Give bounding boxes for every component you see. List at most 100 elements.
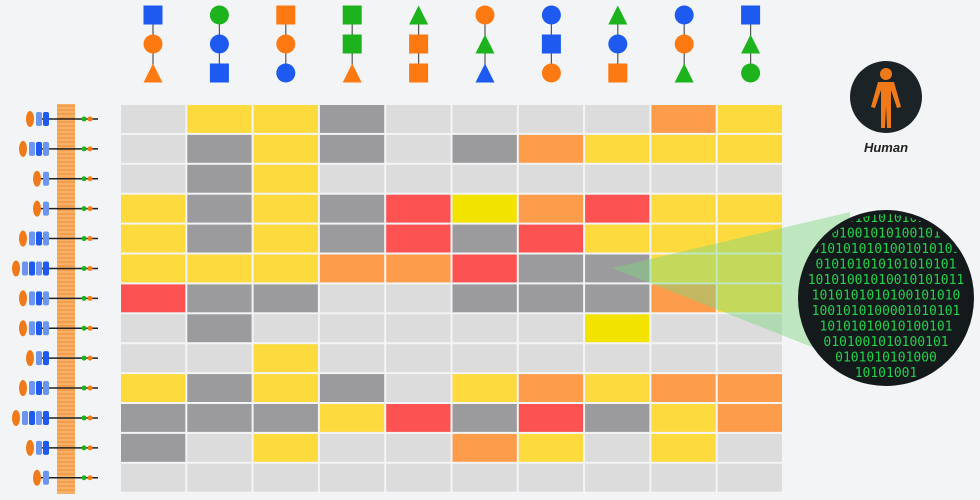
- heatmap-cell: [651, 224, 716, 253]
- anchor: [19, 320, 27, 337]
- heatmap-cell: [121, 194, 186, 223]
- heatmap-cell: [585, 314, 650, 343]
- heatmap-cell: [187, 105, 252, 133]
- glycan-circle: [209, 34, 229, 54]
- heatmap-cell: [585, 254, 650, 283]
- heatmap-cell: [253, 284, 318, 313]
- glycan-dot: [87, 355, 93, 361]
- heatmap-cell: [187, 134, 252, 163]
- anchor: [33, 469, 41, 486]
- heatmap-cell: [452, 254, 517, 283]
- glycan-dot: [87, 146, 93, 152]
- heatmap-cell: [585, 433, 650, 462]
- heatmap-cell: [717, 463, 782, 492]
- glycan-square: [409, 63, 429, 83]
- glycan-dot: [87, 385, 93, 391]
- domain: [43, 440, 49, 455]
- heatmap-cell: [253, 433, 318, 462]
- glycan-circle: [541, 5, 561, 25]
- heatmap-cell: [386, 164, 451, 193]
- heatmap-cell: [717, 374, 782, 402]
- glycan-dot: [81, 176, 87, 182]
- zoom-beam: [612, 212, 850, 362]
- heatmap-cell: [121, 164, 186, 193]
- heatmap-cell: [452, 105, 517, 133]
- heatmap-cell: [518, 194, 584, 223]
- heatmap-cell: [121, 374, 186, 402]
- glycan-circle: [143, 34, 163, 54]
- glycan-dot: [81, 445, 87, 451]
- heatmap-cell: [187, 404, 252, 432]
- heatmap-cell: [187, 194, 252, 223]
- binary-line: 10101001010010101011: [808, 273, 965, 288]
- heatmap-cell: [518, 374, 584, 402]
- glycan-circle: [608, 34, 628, 54]
- domain: [29, 231, 35, 246]
- domain: [43, 291, 49, 306]
- glycan-dot: [81, 385, 87, 391]
- heatmap-cell: [585, 404, 650, 432]
- domain: [43, 141, 49, 156]
- heatmap-cell: [651, 194, 716, 223]
- heatmap-cell: [253, 254, 318, 283]
- glycan-square: [342, 34, 362, 54]
- heatmap-cell: [518, 254, 584, 283]
- binary-line: 10101001: [855, 366, 918, 381]
- heatmap-cell: [253, 105, 318, 133]
- heatmap-cell: [585, 224, 650, 253]
- domain: [36, 351, 42, 366]
- heatmap-cell: [717, 314, 782, 343]
- heatmap-cell: [452, 374, 517, 402]
- heatmap-cell: [319, 404, 385, 432]
- domain: [22, 410, 28, 425]
- domain: [36, 440, 42, 455]
- heatmap-cell: [319, 344, 385, 373]
- glycan-triangle: [741, 34, 761, 54]
- heatmap-cell: [386, 284, 451, 313]
- heatmap-cell: [187, 463, 252, 492]
- binary-line: 1001010100001010101: [812, 304, 961, 319]
- heatmap-cell: [319, 164, 385, 193]
- heatmap-cell: [585, 105, 650, 133]
- heatmap-cell: [319, 224, 385, 253]
- heatmap-cell: [518, 404, 584, 432]
- glycan-dot: [81, 415, 87, 421]
- glycan-circle: [276, 63, 296, 83]
- glycan-dot: [81, 265, 87, 271]
- heatmap-cell: [319, 314, 385, 343]
- domain: [43, 381, 49, 396]
- heatmap-cell: [319, 374, 385, 402]
- domain: [43, 171, 49, 186]
- heatmap-cell: [121, 134, 186, 163]
- binary-line: 0101010101: [847, 211, 925, 226]
- human-figure: [871, 68, 901, 128]
- heatmap-cell: [651, 433, 716, 462]
- heatmap-cell: [386, 194, 451, 223]
- heatmap-cell: [386, 344, 451, 373]
- glycan-dot: [87, 445, 93, 451]
- domain: [29, 321, 35, 336]
- glycan-square: [342, 5, 362, 25]
- glycan-triangle: [475, 34, 495, 54]
- heatmap-cell: [386, 433, 451, 462]
- heatmap-cell: [319, 284, 385, 313]
- heatmap-cell: [651, 254, 716, 283]
- domain: [29, 291, 35, 306]
- domain: [36, 381, 42, 396]
- heatmap-cell: [386, 374, 451, 402]
- glycan-dot: [81, 295, 87, 301]
- heatmap-cell: [452, 404, 517, 432]
- domain: [36, 141, 42, 156]
- heatmap-cell: [319, 194, 385, 223]
- heatmap-cell: [717, 284, 782, 313]
- heatmap-cell: [518, 344, 584, 373]
- heatmap-cell: [386, 254, 451, 283]
- heatmap-cell: [452, 433, 517, 462]
- heatmap-cell: [717, 404, 782, 432]
- heatmap-cell: [717, 105, 782, 133]
- heatmap-cell: [585, 194, 650, 223]
- glycan-circle: [741, 63, 761, 83]
- anchor: [26, 350, 34, 367]
- glycan-square: [276, 5, 296, 25]
- heatmap-cell: [651, 344, 716, 373]
